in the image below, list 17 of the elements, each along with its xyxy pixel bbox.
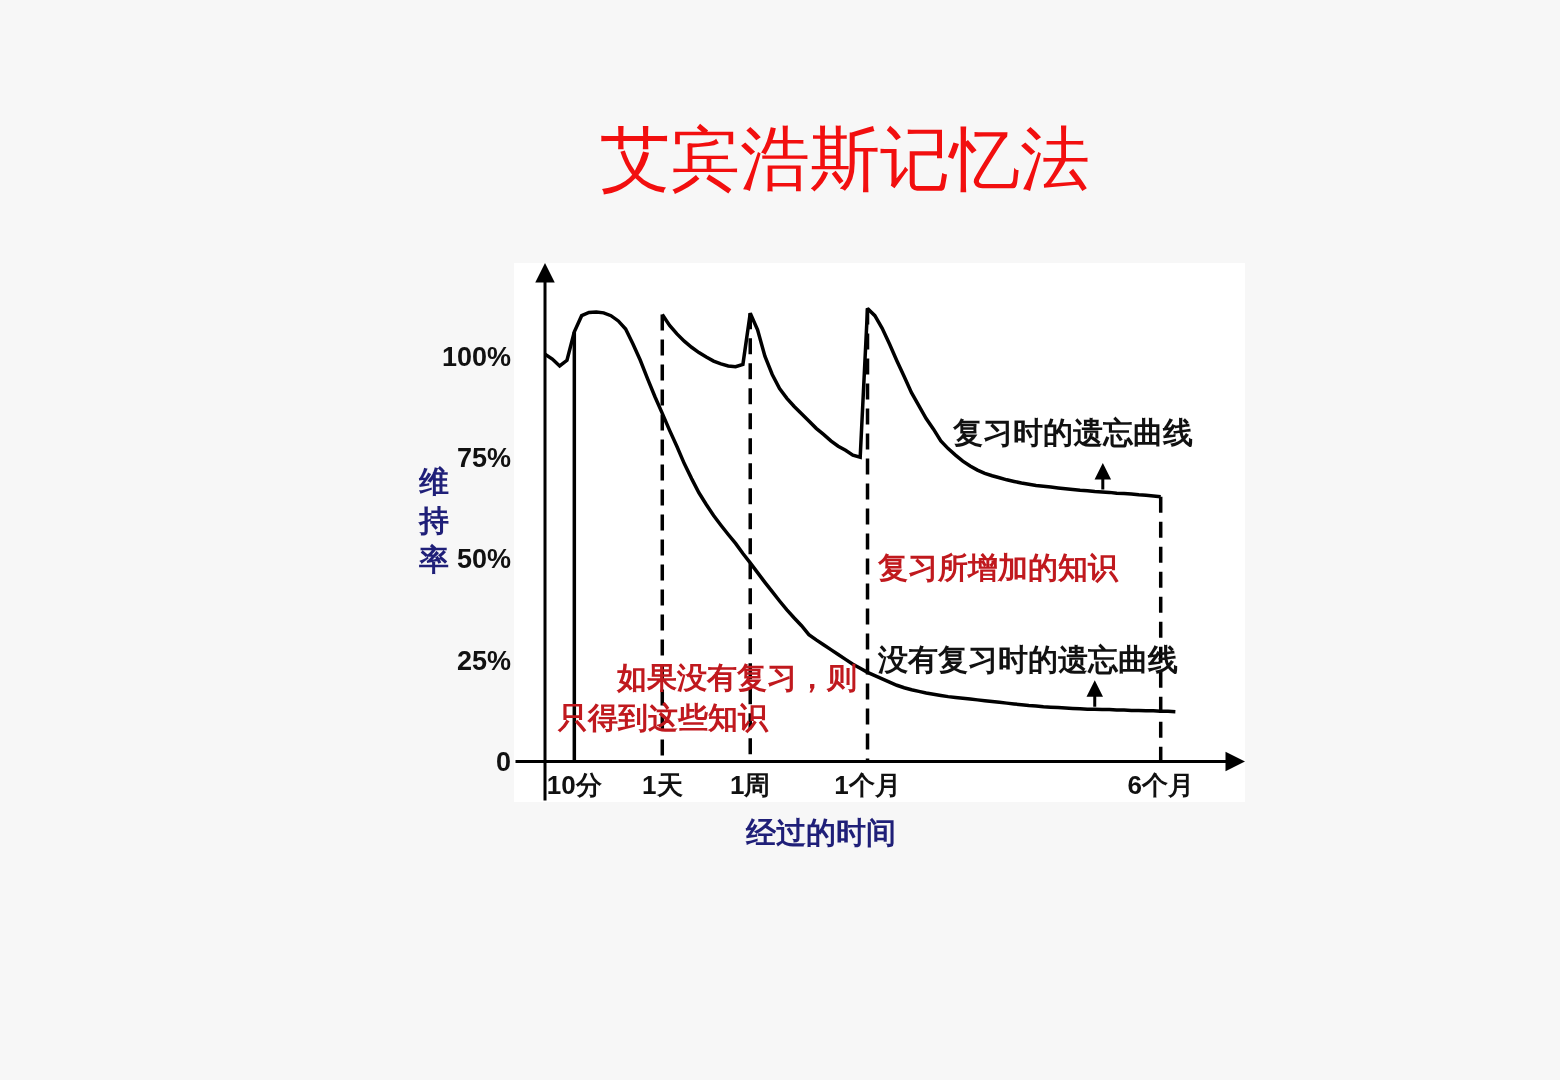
x-tick-label: 10分 [546,770,603,801]
y-axis-title: 维持率 [418,465,449,576]
annotation: 复习时的遗忘曲线 [952,416,1193,449]
annotation: 复习所增加的知识 [877,551,1119,584]
x-axis-title: 经过的时间 [745,816,896,849]
x-tick-label: 6个月 [1127,770,1194,801]
y-tick-label: 0 [495,746,512,777]
chart-title: 艾宾浩斯记忆法 [600,119,1090,198]
y-tick-label: 100% [441,341,512,372]
x-tick-label: 1个月 [834,770,901,801]
x-tick-label: 1天 [642,770,683,801]
x-tick-label: 1周 [730,770,771,801]
y-tick-label: 75% [456,442,512,473]
y-tick-label: 50% [456,544,512,575]
annotation: 如果没有复习，则 [616,661,857,694]
y-tick-label: 25% [456,645,512,676]
annotation: 没有复习时的遗忘曲线 [877,643,1178,676]
